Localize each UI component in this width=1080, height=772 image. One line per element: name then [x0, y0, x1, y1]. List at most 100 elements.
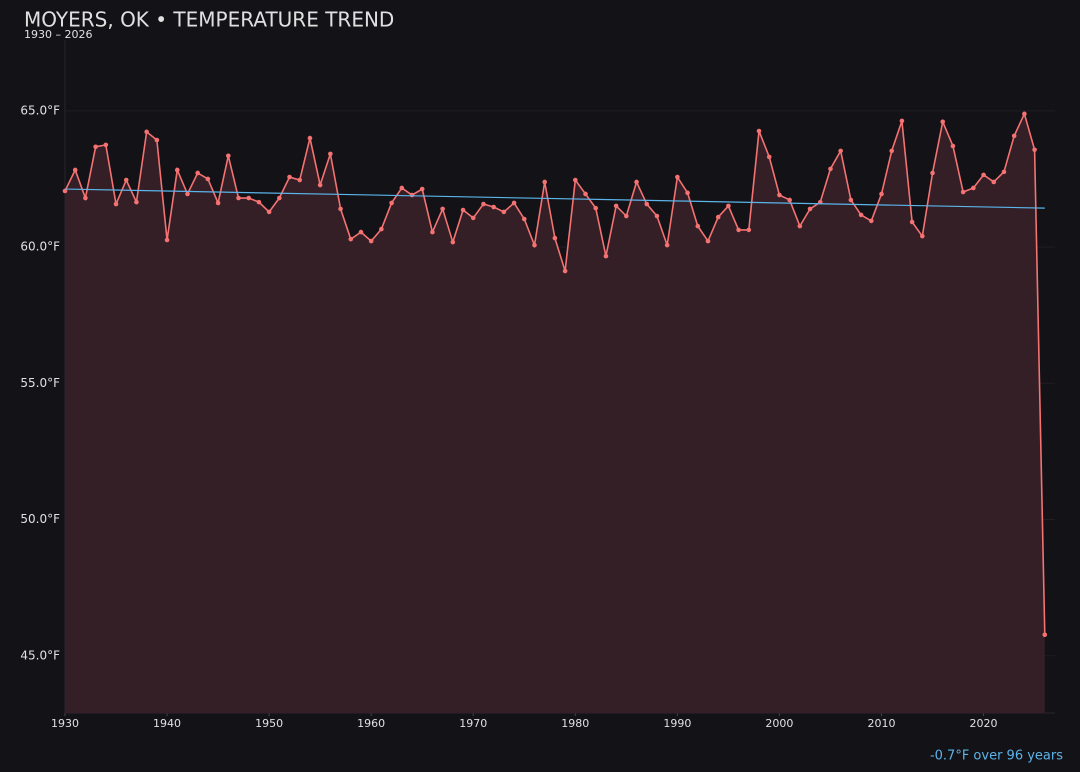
point [399, 185, 405, 191]
x-tick-label: 2000 [765, 717, 793, 730]
point [266, 209, 272, 215]
point [726, 203, 731, 209]
point [174, 167, 180, 173]
x-tick-label: 1930 [51, 717, 79, 730]
point [154, 137, 160, 143]
point [430, 229, 435, 235]
y-tick-label: 60.0°F [20, 240, 60, 254]
point [644, 201, 650, 207]
point [675, 174, 680, 180]
point [797, 223, 803, 229]
point [981, 172, 986, 178]
point [940, 119, 946, 125]
point [236, 195, 241, 201]
point [624, 213, 629, 219]
point [593, 205, 599, 211]
point [573, 177, 578, 183]
point [777, 192, 782, 198]
x-tick-label: 1990 [663, 717, 691, 730]
point [1001, 169, 1007, 175]
x-tick-label: 2010 [867, 717, 895, 730]
point [297, 177, 303, 183]
point [787, 197, 792, 203]
x-tick-label: 1980 [561, 717, 589, 730]
point [634, 179, 639, 185]
y-tick-label: 45.0°F [20, 648, 60, 662]
point [185, 191, 190, 197]
point [409, 192, 415, 198]
point [307, 135, 313, 141]
point [930, 170, 935, 176]
point [715, 214, 721, 220]
point [1042, 632, 1048, 638]
point [736, 227, 741, 233]
point [685, 190, 690, 196]
point [971, 185, 976, 191]
area [65, 113, 1045, 713]
point [93, 144, 98, 150]
point [225, 153, 231, 159]
point [920, 233, 925, 239]
point [450, 239, 456, 245]
point [705, 238, 711, 244]
point [134, 199, 139, 205]
point [766, 154, 772, 160]
point [909, 219, 915, 225]
point [287, 174, 292, 180]
point [746, 227, 752, 233]
point [368, 238, 374, 244]
point [889, 148, 895, 154]
point [256, 199, 262, 205]
point [123, 177, 129, 183]
point [1022, 111, 1027, 117]
point [868, 218, 874, 224]
point [246, 195, 252, 201]
point [103, 142, 109, 148]
x-tick-label: 1970 [459, 717, 487, 730]
point [960, 189, 966, 195]
point [991, 179, 997, 185]
point [338, 206, 343, 212]
point [848, 197, 854, 203]
point [205, 176, 211, 182]
point [62, 188, 68, 194]
point [664, 242, 670, 248]
point [858, 212, 864, 218]
point [164, 237, 170, 243]
point [879, 191, 884, 197]
point [419, 186, 425, 192]
point [215, 200, 221, 206]
point [277, 195, 282, 201]
point [899, 118, 905, 124]
point [491, 204, 496, 210]
trend-line [64, 188, 1045, 209]
point [1032, 147, 1037, 153]
x-tick-label: 1960 [357, 717, 385, 730]
x-tick-label: 1950 [255, 717, 283, 730]
y-tick-label: 55.0°F [20, 376, 60, 390]
point [603, 253, 609, 259]
point [552, 235, 558, 241]
point [838, 148, 843, 154]
point [521, 216, 527, 222]
point [532, 242, 537, 248]
point [481, 201, 486, 207]
point [583, 191, 588, 197]
point [695, 223, 701, 229]
point [807, 206, 813, 212]
chart-title: MOYERS, OK • TEMPERATURE TREND [24, 8, 394, 32]
x-tick-label: 2020 [970, 717, 998, 730]
point [562, 268, 568, 274]
chart-subtitle: 1930 – 2026 [24, 28, 92, 41]
point [113, 201, 119, 207]
point [1011, 133, 1017, 139]
point [379, 226, 384, 232]
point [195, 170, 200, 176]
point [950, 143, 956, 149]
point [470, 215, 476, 221]
y-tick-label: 50.0°F [20, 512, 60, 526]
point [348, 236, 354, 242]
y-tick-label: 65.0°F [20, 103, 60, 117]
point [501, 209, 507, 215]
